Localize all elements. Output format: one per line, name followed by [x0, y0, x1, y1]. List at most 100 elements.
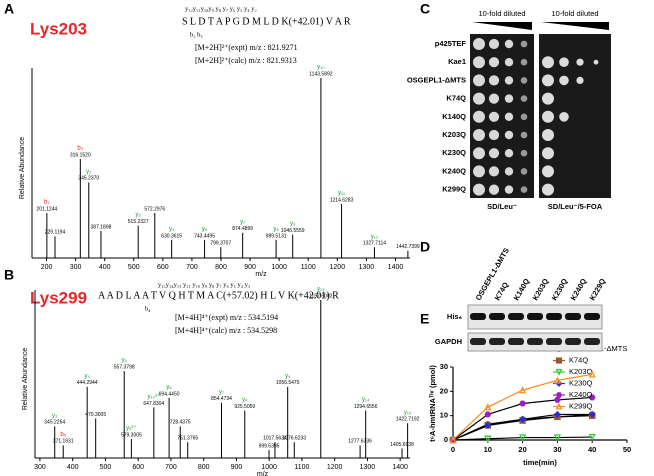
ion-label: y₉ [290, 221, 296, 227]
spot [559, 57, 569, 67]
strain-label: K240Q [442, 166, 466, 175]
marker [484, 411, 492, 418]
marker [484, 421, 492, 429]
strain-label: K74Q [446, 94, 466, 103]
x-tick-label: 50 [623, 445, 631, 454]
spot [520, 58, 528, 66]
peak-mz-label: 229.1194 [45, 230, 66, 236]
strain-label: Kae1 [448, 57, 466, 66]
marker [555, 357, 563, 364]
spot [488, 111, 500, 122]
marker [484, 435, 492, 443]
spot [542, 74, 554, 87]
x-tick-label: 500 [100, 464, 112, 471]
peak-mz-label: 751.3765 [177, 436, 198, 442]
spot [542, 110, 554, 123]
x-tick-label: 40 [588, 445, 596, 454]
peak-mz-label: 1214.6283 [330, 197, 354, 203]
x-tick-label: 1100 [301, 264, 316, 271]
spot [504, 130, 514, 140]
lane-label: K74Q [493, 280, 511, 302]
x-axis-title: m/z [255, 271, 267, 278]
spot [520, 77, 528, 84]
peak-mz-label: 1442.7399 [396, 244, 420, 250]
spot [473, 92, 485, 105]
spot [542, 92, 554, 105]
band [584, 313, 600, 320]
y-tick-label: 20 [440, 386, 448, 395]
peak-mz-label: 371.1931 [53, 439, 74, 445]
peak-mz-label: 515.2327 [128, 219, 149, 225]
spot [504, 185, 514, 194]
y-axis-title: Relative Abundance [22, 348, 29, 410]
band [546, 338, 562, 345]
spot [504, 58, 514, 67]
y-tick-label: 30 [440, 362, 448, 371]
marker [555, 402, 563, 410]
ion-label: y₉ [285, 373, 291, 379]
lane-label: K230Q [550, 277, 570, 302]
marker [588, 410, 596, 418]
legend-label: K203Q [569, 367, 593, 376]
peak-mz-label: 874.4899 [232, 226, 253, 232]
peak-mz-label: 1405.6938 [390, 442, 414, 448]
x-tick-label: 1300 [360, 464, 376, 471]
band [527, 338, 543, 345]
spot [576, 76, 584, 84]
x-tick-label: 1400 [388, 264, 404, 271]
strain-label: K140Q [442, 112, 466, 121]
marker [554, 396, 561, 403]
ion-label: y₁₀ [317, 65, 325, 71]
peak-mz-label: 694.4450 [159, 391, 180, 397]
marker [553, 410, 561, 418]
x-tick-label: 800 [198, 464, 210, 471]
x-axis-title: time(min) [523, 458, 557, 467]
medium-label: SD/Leu⁻ [487, 202, 517, 211]
spot [473, 74, 485, 87]
ion-label: b₅ [60, 432, 66, 438]
lane-label: K240Q [569, 277, 589, 302]
peak-mz-label: 1157.6002 [309, 293, 332, 299]
spot [542, 129, 554, 141]
panel-letter: A [4, 1, 14, 17]
peak-mz-label: 1294.6556 [354, 404, 378, 410]
legend-label: K240Q [569, 390, 593, 399]
ion-label: y₁₄ [362, 397, 370, 403]
peak-mz-label: 630.3615 [161, 233, 182, 239]
y-tick-label: 0 [444, 435, 448, 444]
band [489, 313, 505, 320]
x-tick-label: 900 [244, 264, 256, 271]
x-tick-label: 600 [132, 464, 144, 471]
marker [588, 433, 596, 442]
peak-mz-label: 999.5395 [259, 443, 280, 449]
marker [519, 415, 527, 423]
ion-label: y₇ [240, 219, 245, 225]
lane-label: K140Q [512, 277, 532, 302]
peak-mz-label: 579.3005 [121, 432, 142, 438]
ion-label: b₂ [44, 200, 50, 206]
band [470, 313, 486, 320]
ion-label: y₆ [166, 385, 172, 391]
peak-mz-label: 1076.6233 [282, 436, 306, 442]
ion-label: y₃ [135, 212, 141, 218]
dilution-wedge [472, 22, 532, 30]
peak-mz-label: 799.3707 [210, 241, 231, 247]
spot [520, 168, 528, 175]
x-tick-label: 30 [553, 445, 561, 454]
marker [519, 400, 526, 407]
lane-label: K203Q [531, 277, 551, 302]
mass-line: [M+2H]²⁺(expt) m/z : 821.9271 [195, 43, 298, 52]
spot [488, 93, 500, 104]
dilution-label: 10-fold diluted [478, 9, 525, 18]
x-tick-label: 500 [128, 264, 140, 271]
peak-mz-label: 1046.5559 [281, 228, 305, 234]
ion-label: y₁₂ [371, 234, 379, 240]
ion-label: y₁₀³⁺ [147, 393, 160, 400]
peak-mz-label: 1017.5634 [263, 436, 287, 442]
band [565, 313, 581, 320]
peptide-title: Lys203 [30, 19, 87, 38]
marker [588, 394, 596, 401]
spot [488, 38, 500, 50]
x-tick-label: 1200 [330, 264, 346, 271]
